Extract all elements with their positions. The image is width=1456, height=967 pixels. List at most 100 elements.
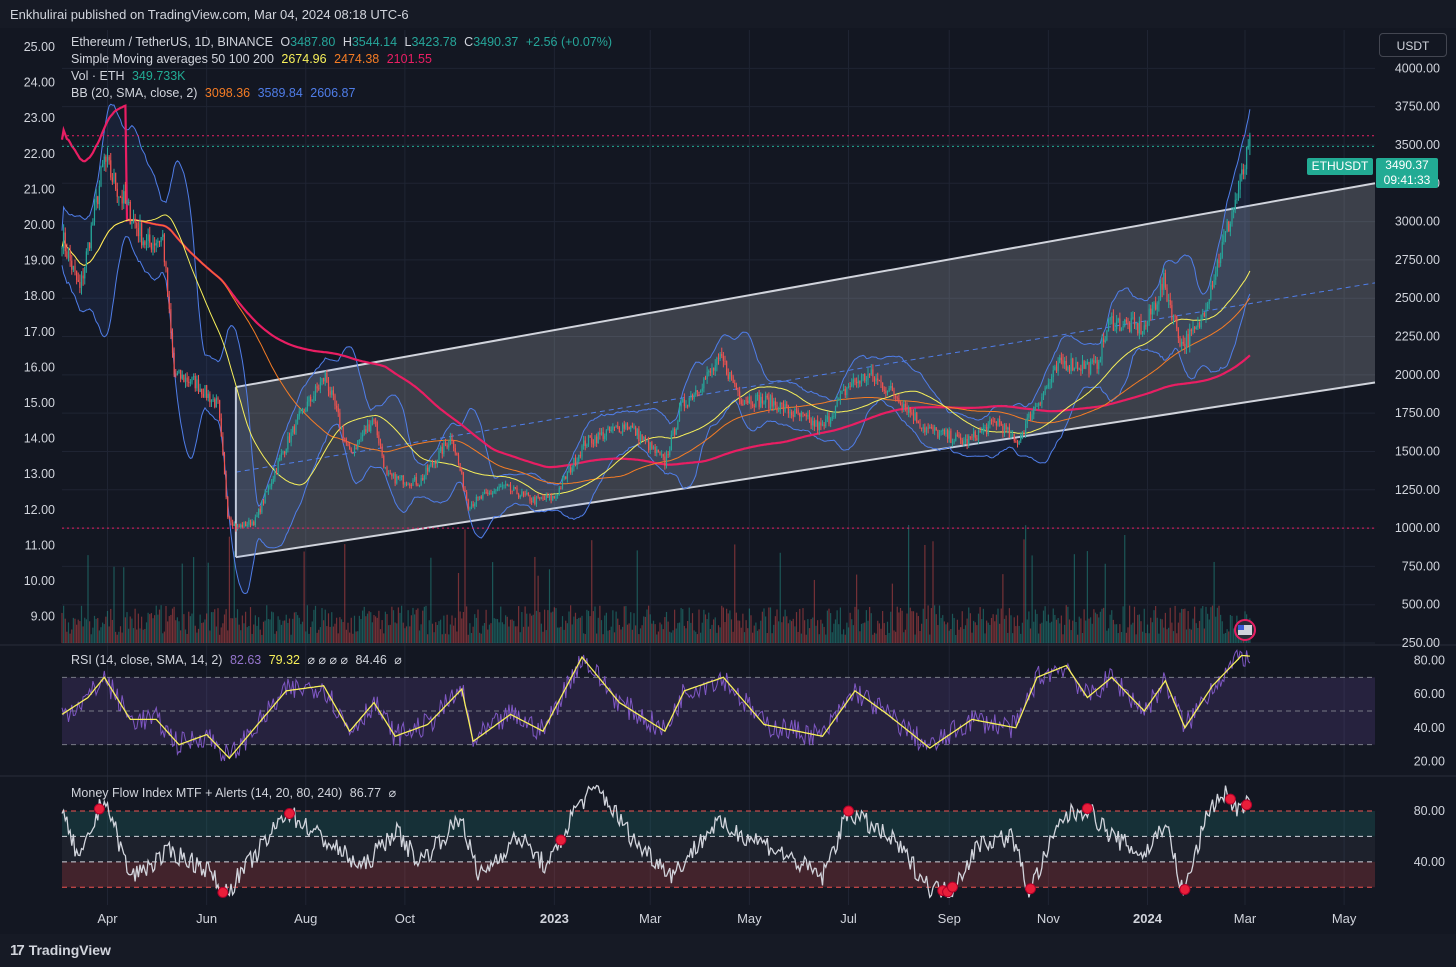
candle-body (851, 383, 853, 387)
rsi-legend[interactable]: RSI (14, close, SMA, 14, 2) 82.63 79.32 … (71, 652, 406, 667)
volume-bar (441, 634, 443, 643)
candle-body (318, 388, 320, 390)
volume-bar (1067, 606, 1069, 643)
bottom-bar (0, 934, 1456, 967)
flag-icon-body (1238, 625, 1252, 635)
volume-bar (839, 607, 841, 643)
volume-bar (903, 632, 905, 643)
candle-body (1062, 360, 1064, 365)
volume-bar (690, 622, 692, 643)
candle-body (979, 430, 981, 433)
volume-bar (1127, 627, 1129, 643)
volume-bar (1028, 611, 1030, 643)
volume-bar (1185, 629, 1188, 643)
candle-body (826, 416, 828, 420)
sma-legend[interactable]: Simple Moving averages 50 100 200 2674.9… (71, 52, 436, 66)
candle-body (436, 459, 438, 464)
candle-body (1148, 308, 1150, 322)
volume-bar (982, 608, 984, 643)
bb-legend[interactable]: BB (20, SMA, close, 2) 3098.36 3589.84 2… (71, 86, 359, 100)
candle-body (1046, 386, 1048, 388)
volume-bar (511, 619, 513, 643)
right-axis-tick: 500.00 (1402, 598, 1440, 612)
candle-body (344, 438, 346, 440)
candle-body (144, 241, 146, 245)
candle-body (901, 404, 903, 408)
volume-bar (1003, 618, 1006, 643)
vol-legend[interactable]: Vol · ETH 349.733K (71, 69, 190, 83)
candle-body (1112, 316, 1114, 331)
symbol-name[interactable]: Ethereum / TetherUS, 1D, BINANCE (71, 35, 273, 49)
candle-body (917, 421, 919, 424)
volume-bar (492, 562, 494, 643)
flag-icon (1234, 619, 1256, 641)
volume-bar (77, 619, 79, 643)
candle-body (1107, 320, 1110, 331)
candle-body (275, 471, 278, 473)
volume-bar (66, 631, 68, 643)
candle-body (555, 495, 557, 499)
volume-bar (474, 614, 476, 643)
candle-body (93, 202, 96, 222)
candle-body (64, 232, 66, 252)
right-axis-tick: 2250.00 (1395, 330, 1440, 344)
candle-body (1132, 317, 1134, 319)
candle-body (191, 376, 193, 383)
volume-bar (422, 610, 424, 643)
time-axis-tick: Mar (1234, 911, 1257, 926)
candle-body (854, 379, 856, 382)
volume-bar (1041, 622, 1043, 643)
candle-body (1010, 434, 1012, 438)
candle-body (828, 416, 830, 424)
volume-bar (496, 619, 499, 643)
candle-body (67, 251, 70, 258)
volume-bar (223, 614, 226, 643)
candle-body (768, 397, 770, 409)
volume-bar (722, 607, 724, 643)
volume-bar (345, 629, 347, 643)
mfi-legend[interactable]: Money Flow Index MTF + Alerts (14, 20, 8… (71, 785, 400, 800)
volume-bar (514, 626, 516, 643)
candle-body (435, 462, 437, 464)
volume-bar (612, 610, 614, 643)
volume-bar (238, 624, 240, 643)
volume-bar (1151, 622, 1153, 643)
candle-body (908, 407, 910, 413)
volume-bar (1153, 610, 1155, 643)
candle-body (357, 440, 359, 449)
volume-bar (756, 630, 759, 643)
volume-bar (1142, 631, 1144, 643)
volume-bar (171, 608, 174, 643)
rsi-value: 82.63 (229, 653, 262, 667)
tradingview-logo[interactable]: 17 TradingView (10, 940, 111, 960)
candle-body (986, 427, 988, 435)
candle-body (641, 434, 643, 440)
sma50-value: 2674.96 (281, 52, 327, 66)
candle-body (760, 396, 762, 407)
candle-body (345, 438, 347, 444)
candle-body (401, 475, 403, 478)
volume-bar (479, 632, 481, 643)
volume-bar (604, 615, 606, 643)
volume-bar (269, 619, 271, 643)
volume-bar (769, 607, 772, 643)
candle-body (971, 436, 973, 438)
candle-body (284, 451, 286, 454)
candle-body (370, 425, 372, 432)
candle-body (797, 410, 799, 414)
right-axis-tick: 750.00 (1402, 559, 1440, 573)
candle-body (810, 419, 812, 426)
candle-body (63, 232, 65, 248)
currency-button[interactable]: USDT (1379, 33, 1447, 57)
left-axis-tick: 25.00 (24, 40, 55, 54)
candle-body (414, 476, 416, 481)
candle-body (617, 425, 619, 427)
candle-body (136, 222, 138, 228)
candle-body (579, 455, 581, 457)
candle-body (862, 373, 864, 376)
candle-body (1155, 302, 1157, 310)
volume-bar (431, 623, 434, 643)
volume-bar (977, 613, 980, 643)
candle-body (924, 427, 926, 433)
